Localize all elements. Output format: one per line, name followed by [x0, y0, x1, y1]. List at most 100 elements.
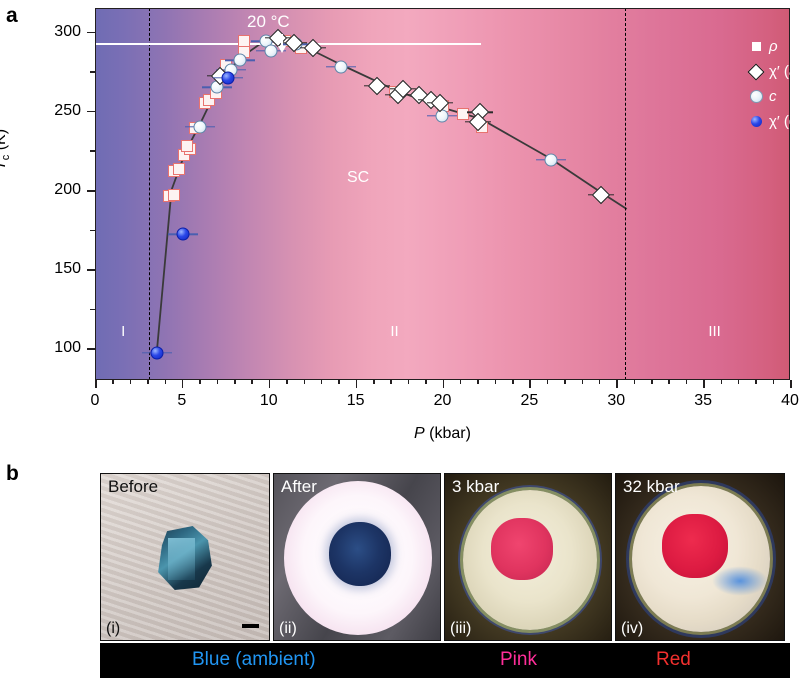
pressure-color-gradient-background: [95, 8, 790, 380]
y-tick-label: 250: [54, 101, 81, 119]
x-minor-tick: [147, 380, 149, 384]
x-minor-tick: [216, 380, 219, 384]
legend-item-c: c: [743, 84, 800, 109]
y-tick: [87, 190, 95, 192]
x-minor-tick: [459, 380, 462, 384]
x-minor-tick: [112, 380, 114, 384]
sample-photographs-panel: Before (i) After (ii) 3 kbar (iii) 32 kb…: [100, 473, 790, 678]
photo-index: (iv): [621, 620, 644, 637]
sample-dark-blue: [329, 522, 391, 586]
x-tick-label: 5: [177, 392, 187, 409]
x-minor-tick: [303, 380, 306, 384]
data-point-blue-circle: [176, 227, 190, 241]
data-point-circle: [193, 120, 207, 134]
color-label-blue: Blue (ambient): [192, 649, 316, 670]
chart-legend: ρ χ′ (a.c.) c χ′ (d.c.): [743, 34, 800, 134]
phase-boundary-left: [148, 8, 150, 380]
photo-index: (ii): [279, 620, 297, 637]
y-tick-label: 300: [54, 22, 81, 40]
phase-boundary-right: [624, 8, 626, 380]
x-tick: [703, 380, 705, 388]
x-minor-tick: [598, 380, 601, 384]
x-axis-title: P (kbar): [414, 425, 471, 442]
photo-caption: After: [281, 477, 317, 496]
x-tick: [790, 380, 792, 388]
legend-item-rho: ρ: [743, 34, 800, 59]
plot-frame: [95, 8, 790, 380]
y-tick: [87, 110, 95, 113]
y-minor-tick: [90, 308, 95, 311]
legend-label: c: [769, 88, 777, 105]
x-minor-tick: [755, 380, 757, 384]
y-tick-label: 100: [54, 339, 81, 357]
x-minor-tick: [425, 380, 427, 384]
x-minor-tick: [390, 380, 392, 384]
color-label-pink: Pink: [500, 649, 537, 670]
x-minor-tick: [651, 380, 653, 384]
x-minor-tick: [633, 380, 636, 384]
data-point-square: [237, 35, 250, 48]
x-minor-tick: [129, 380, 132, 384]
photo-caption: Before: [108, 477, 159, 496]
y-minor-tick: [90, 229, 95, 232]
x-tick: [355, 380, 358, 388]
sample-pink: [491, 518, 553, 580]
data-point-blue-circle: [221, 71, 235, 85]
x-minor-tick: [251, 380, 253, 384]
y-minor-tick: [90, 150, 95, 153]
legend-label: χ′ (d.c.): [769, 113, 800, 130]
photo-before: Before (i): [100, 473, 270, 641]
x-minor-tick: [199, 380, 201, 384]
blue-reflection: [712, 566, 768, 596]
color-legend-strip: Blue (ambient) Pink Red: [100, 643, 790, 678]
x-tick: [268, 380, 271, 388]
x-minor-tick: [685, 380, 688, 384]
region-II-label: II: [390, 322, 399, 340]
x-minor-tick: [407, 380, 410, 384]
data-point-square: [457, 108, 470, 121]
data-point-circle: [334, 60, 348, 74]
x-tick-label: 30: [607, 392, 626, 409]
x-minor-tick: [772, 380, 775, 384]
x-minor-tick: [720, 380, 723, 384]
legend-item-chi-dc: χ′ (d.c.): [743, 109, 800, 134]
photo-index: (iii): [450, 620, 472, 637]
y-tick-label: 150: [54, 260, 81, 278]
x-tick-label: 10: [259, 392, 278, 409]
blue-circle-marker-icon: [743, 116, 769, 127]
x-minor-tick: [286, 380, 288, 384]
square-marker-icon: [743, 42, 769, 51]
scale-bar: [242, 624, 259, 628]
y-tick: [87, 31, 95, 34]
panel-a-letter: a: [6, 4, 18, 27]
legend-item-chi-ac: χ′ (a.c.): [743, 59, 800, 84]
x-minor-tick: [338, 380, 340, 384]
x-tick: [529, 380, 531, 388]
x-tick: [442, 380, 445, 388]
crystal-sample-blue: [158, 526, 212, 590]
color-label-red: Red: [656, 649, 691, 670]
region-III-label: III: [708, 322, 721, 340]
x-tick: [181, 380, 184, 388]
y-tick: [87, 348, 95, 350]
chart-axes: 0 5 10 15 20 25 30 35 40 100 150 200 250 300: [54, 8, 799, 409]
x-minor-tick: [581, 380, 584, 384]
x-minor-tick: [737, 380, 740, 384]
x-minor-tick: [234, 380, 236, 384]
x-minor-tick: [320, 380, 323, 384]
y-tick-label: 200: [54, 181, 81, 199]
data-point-square: [168, 188, 181, 201]
x-tick-label: 40: [781, 392, 799, 409]
data-point-square: [173, 163, 186, 176]
x-tick: [616, 380, 618, 388]
panel-b-letter: b: [6, 462, 19, 485]
x-minor-tick: [373, 380, 375, 384]
x-minor-tick: [564, 380, 566, 384]
x-tick-label: 20: [433, 392, 452, 409]
data-point-circle: [233, 53, 247, 67]
data-point-blue-circle: [150, 346, 164, 360]
region-I-label: I: [121, 322, 126, 340]
photo-caption: 3 kbar: [452, 477, 500, 496]
photo-caption: 32 kbar: [623, 477, 680, 496]
